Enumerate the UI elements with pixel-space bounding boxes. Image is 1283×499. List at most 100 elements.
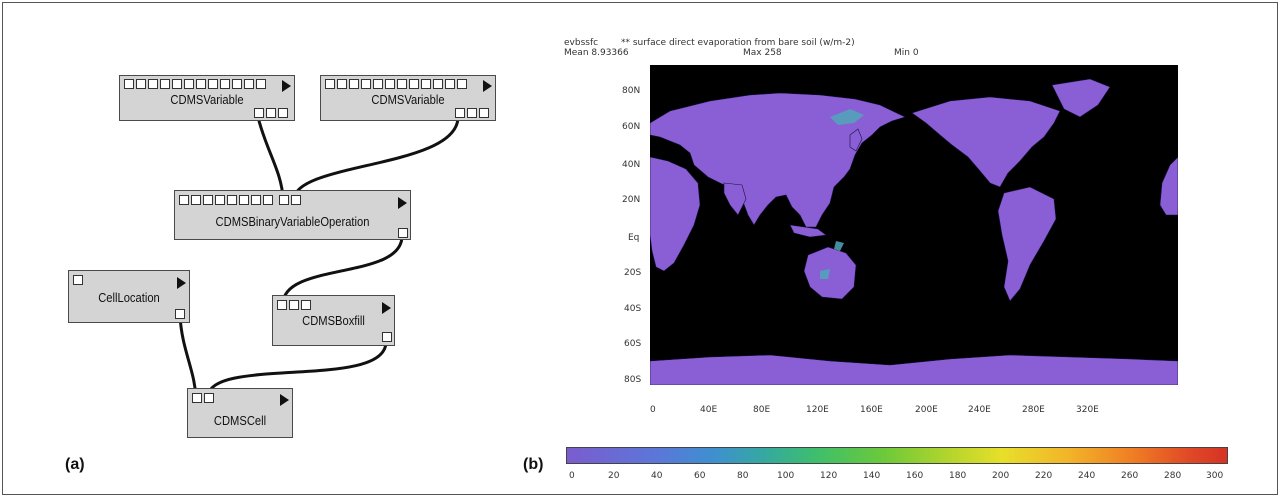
input-port[interactable] xyxy=(184,79,194,89)
lat-tick-label: 20S xyxy=(624,268,642,278)
output-port[interactable] xyxy=(266,108,276,118)
input-port[interactable] xyxy=(277,300,287,310)
output-port[interactable] xyxy=(398,228,408,238)
input-port[interactable] xyxy=(457,79,467,89)
land-south-america xyxy=(997,186,1057,302)
map-plot xyxy=(649,65,1179,386)
input-port[interactable] xyxy=(421,79,431,89)
output-port[interactable] xyxy=(382,332,392,342)
land-india xyxy=(723,182,747,216)
lat-tick-label: 40S xyxy=(624,304,642,314)
input-port[interactable] xyxy=(409,79,419,89)
high-region-australia xyxy=(820,269,830,279)
input-port[interactable] xyxy=(361,79,371,89)
colorbar-tick-label: 180 xyxy=(949,471,967,481)
input-port[interactable] xyxy=(244,79,254,89)
input-port[interactable] xyxy=(232,79,242,89)
input-port[interactable] xyxy=(204,393,214,403)
module-label: CDMSVariable xyxy=(170,92,244,107)
play-triangle-icon[interactable] xyxy=(280,394,289,406)
lat-tick-label: 80N xyxy=(622,86,641,96)
colorbar-tick-label: 100 xyxy=(777,471,795,481)
cdms-boxfill-module[interactable]: CDMSBoxfill xyxy=(272,295,395,346)
input-port[interactable] xyxy=(148,79,158,89)
colorbar-tick-label: 140 xyxy=(863,471,881,481)
play-triangle-icon[interactable] xyxy=(382,302,391,314)
cell-location-module[interactable]: CellLocation xyxy=(68,270,190,323)
input-port[interactable] xyxy=(73,275,83,285)
input-port[interactable] xyxy=(433,79,443,89)
input-port[interactable] xyxy=(215,195,225,205)
lon-tick-label: 320E xyxy=(1076,405,1099,415)
output-port[interactable] xyxy=(467,108,477,118)
input-port[interactable] xyxy=(192,393,202,403)
input-port[interactable] xyxy=(220,79,230,89)
lon-tick-label: 120E xyxy=(806,405,829,415)
input-port[interactable] xyxy=(263,195,273,205)
output-port[interactable] xyxy=(455,108,465,118)
input-port[interactable] xyxy=(196,79,206,89)
high-region-indonesia xyxy=(834,241,844,251)
input-port[interactable] xyxy=(208,79,218,89)
panel-label-b: (b) xyxy=(523,456,544,473)
input-port[interactable] xyxy=(136,79,146,89)
colorbar-tick-label: 160 xyxy=(906,471,924,481)
play-triangle-icon[interactable] xyxy=(282,80,291,92)
lon-tick-label: 160E xyxy=(860,405,883,415)
input-port[interactable] xyxy=(239,195,249,205)
input-port[interactable] xyxy=(385,79,395,89)
lat-tick-label: 60N xyxy=(622,122,641,132)
input-port[interactable] xyxy=(397,79,407,89)
play-triangle-icon[interactable] xyxy=(177,277,186,289)
input-port[interactable] xyxy=(227,195,237,205)
cdms-variable-module-2[interactable]: CDMSVariable xyxy=(320,75,496,121)
module-label: CellLocation xyxy=(98,290,160,305)
colorbar-tick-label: 80 xyxy=(737,471,749,481)
cdms-binary-variable-operation-module[interactable]: CDMSBinaryVariableOperation xyxy=(174,190,411,240)
input-port[interactable] xyxy=(445,79,455,89)
lat-tick-label: 20N xyxy=(622,195,641,205)
land-north-america xyxy=(911,96,1061,188)
input-port[interactable] xyxy=(191,195,201,205)
colorbar xyxy=(566,447,1228,464)
land-greenland xyxy=(1051,78,1111,118)
input-port[interactable] xyxy=(203,195,213,205)
input-port[interactable] xyxy=(160,79,170,89)
colorbar-tick-label: 200 xyxy=(992,471,1010,481)
colorbar-tick-label: 280 xyxy=(1164,471,1182,481)
map-min: Min 0 xyxy=(894,48,919,58)
input-port[interactable] xyxy=(337,79,347,89)
output-port[interactable] xyxy=(254,108,264,118)
play-triangle-icon[interactable] xyxy=(398,197,407,209)
input-port[interactable] xyxy=(256,79,266,89)
input-port[interactable] xyxy=(289,300,299,310)
output-port[interactable] xyxy=(479,108,489,118)
input-port[interactable] xyxy=(172,79,182,89)
lon-tick-label: 80E xyxy=(753,405,771,415)
input-port[interactable] xyxy=(325,79,335,89)
map-mean: Mean 8.93366 xyxy=(564,48,629,58)
cdms-variable-module-1[interactable]: CDMSVariable xyxy=(119,75,295,121)
input-port[interactable] xyxy=(301,300,311,310)
map-title-line: evbssfc ** surface direct evaporation fr… xyxy=(564,38,855,48)
lon-tick-label: 0 xyxy=(650,405,656,415)
module-label: CDMSBinaryVariableOperation xyxy=(215,214,370,229)
module-label: CDMSVariable xyxy=(371,92,445,107)
input-port[interactable] xyxy=(179,195,189,205)
input-port[interactable] xyxy=(279,195,289,205)
input-port[interactable] xyxy=(251,195,261,205)
input-port[interactable] xyxy=(124,79,134,89)
output-port[interactable] xyxy=(175,309,185,319)
input-port[interactable] xyxy=(291,195,301,205)
play-triangle-icon[interactable] xyxy=(483,80,492,92)
land-indonesia xyxy=(789,224,827,238)
colorbar-tick-label: 260 xyxy=(1121,471,1139,481)
panel-label-a: (a) xyxy=(65,456,85,473)
input-port[interactable] xyxy=(373,79,383,89)
cdms-cell-module[interactable]: CDMSCell xyxy=(187,388,293,438)
colorbar-tick-label: 60 xyxy=(694,471,706,481)
input-port[interactable] xyxy=(349,79,359,89)
colorbar-tick-label: 20 xyxy=(608,471,620,481)
output-port[interactable] xyxy=(278,108,288,118)
land-japan xyxy=(849,128,863,152)
